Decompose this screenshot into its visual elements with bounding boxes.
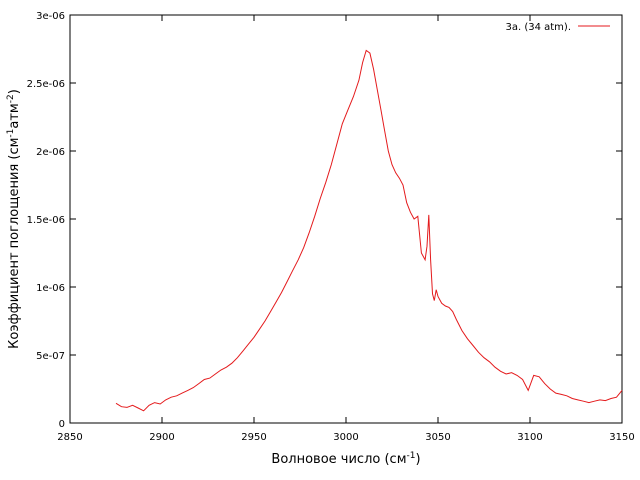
series-line-3a (115, 49, 623, 412)
x-axis: 2850 2900 2950 3000 3050 3100 3150 (57, 15, 635, 443)
y-tick-label: 3e-06 (36, 11, 65, 22)
x-tick-label: 3100 (517, 432, 542, 443)
legend: 3a. (34 atm). (505, 22, 610, 33)
y-tick-label: 2.5e-06 (27, 79, 65, 90)
y-tick-label: 2e-06 (36, 147, 65, 158)
x-axis-label: Волновое число (см-1) (271, 451, 420, 467)
legend-label: 3a. (34 atm). (505, 22, 571, 33)
x-tick-label: 2850 (57, 432, 82, 443)
y-tick-label: 1.5e-06 (27, 215, 65, 226)
x-tick-label: 2900 (149, 432, 174, 443)
y-tick-label: 0 (59, 419, 65, 430)
y-axis-label: Коэффициент поглощения (см-1атм-2) (6, 89, 22, 349)
plot-frame (69, 14, 623, 424)
y-axis: 0 5e-07 1e-06 1.5e-06 2e-06 2.5e-06 3e-06 (27, 11, 622, 430)
y-tick-label: 5e-07 (36, 351, 65, 362)
x-tick-label: 3150 (609, 432, 634, 443)
y-tick-label: 1e-06 (36, 283, 65, 294)
x-tick-label: 3050 (425, 432, 450, 443)
x-tick-label: 3000 (333, 432, 358, 443)
x-tick-label: 2950 (241, 432, 266, 443)
